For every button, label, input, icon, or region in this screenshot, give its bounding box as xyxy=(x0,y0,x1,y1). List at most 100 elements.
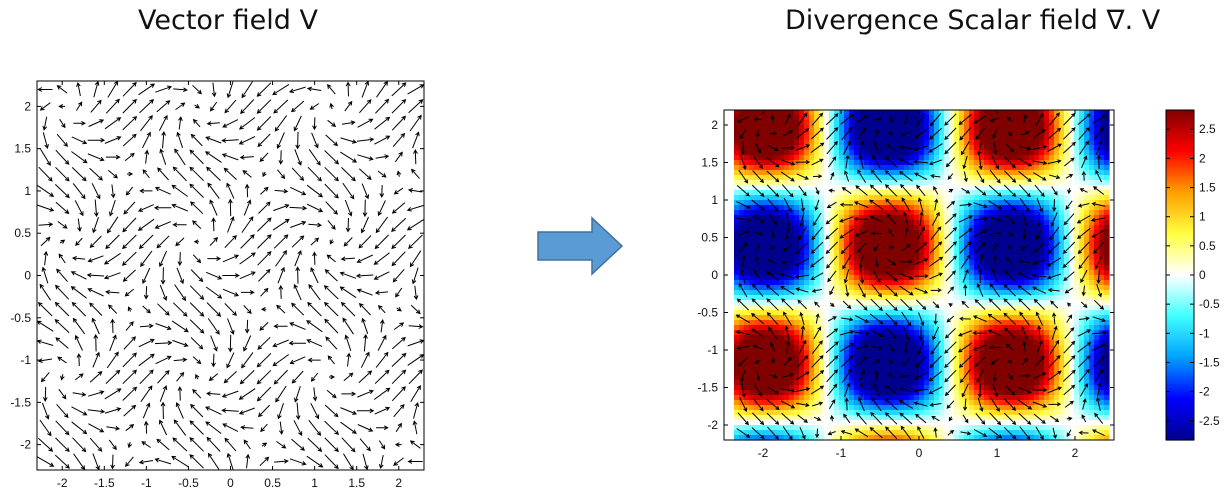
heatmap-cell xyxy=(759,140,765,146)
heatmap-cell xyxy=(984,155,990,161)
heatmap-cell xyxy=(1064,180,1070,186)
heatmap-cell xyxy=(989,150,995,156)
heatmap-cell xyxy=(899,265,905,271)
heatmap-cell xyxy=(824,210,830,216)
heatmap-cell xyxy=(999,305,1005,311)
heatmap-cell xyxy=(824,200,830,206)
heatmap-cell xyxy=(784,270,790,276)
heatmap-cell xyxy=(774,410,780,416)
heatmap-cell xyxy=(964,125,970,131)
heatmap-cell xyxy=(924,200,930,206)
heatmap-cell xyxy=(864,365,870,371)
vector-arrow xyxy=(373,387,391,400)
heatmap-cell xyxy=(919,375,925,381)
heatmap-cell xyxy=(949,290,955,296)
heatmap-cell xyxy=(954,180,960,186)
heatmap-cell xyxy=(939,385,945,391)
heatmap-cell xyxy=(794,320,800,326)
heatmap-cell xyxy=(929,385,935,391)
heatmap-cell xyxy=(1064,110,1070,116)
heatmap-cell xyxy=(879,160,885,166)
heatmap-cell xyxy=(899,435,905,441)
heatmap-cell xyxy=(909,205,915,211)
heatmap-cell xyxy=(1024,410,1030,416)
heatmap-cell xyxy=(819,295,825,301)
heatmap-cell xyxy=(944,210,950,216)
heatmap-cell xyxy=(874,315,880,321)
heatmap-cell xyxy=(789,165,795,171)
heatmap-cell xyxy=(894,315,900,321)
heatmap-cell xyxy=(889,435,895,441)
heatmap-cell xyxy=(959,220,965,226)
heatmap-cell xyxy=(869,155,875,161)
heatmap-cell xyxy=(949,330,955,336)
heatmap-cell xyxy=(764,305,770,311)
vector-arrow xyxy=(260,423,268,433)
heatmap-cell xyxy=(929,270,935,276)
heatmap-cell xyxy=(834,215,840,221)
heatmap-cell xyxy=(1009,355,1015,361)
heatmap-cell xyxy=(964,340,970,346)
vector-arrow xyxy=(38,437,54,452)
heatmap-cell xyxy=(889,185,895,191)
vector-arrow xyxy=(357,118,374,128)
heatmap-cell xyxy=(899,235,905,241)
heatmap-cell xyxy=(914,140,920,146)
heatmap-cell xyxy=(794,110,800,116)
heatmap-cell xyxy=(969,115,975,121)
heatmap-cell xyxy=(879,360,885,366)
heatmap-cell xyxy=(1054,260,1060,266)
heatmap-cell xyxy=(969,315,975,321)
heatmap-cell xyxy=(874,115,880,121)
vector-arrow xyxy=(293,115,302,132)
heatmap-cell xyxy=(814,230,820,236)
heatmap-cell xyxy=(1019,425,1025,431)
heatmap-cell xyxy=(989,165,995,171)
heatmap-cell xyxy=(879,190,885,196)
heatmap-cell xyxy=(784,320,790,326)
heatmap-cell xyxy=(824,180,830,186)
heatmap-cell xyxy=(764,280,770,286)
heatmap-cell xyxy=(944,430,950,436)
heatmap-cell xyxy=(1059,300,1065,306)
heatmap-cell xyxy=(774,175,780,181)
heatmap-cell xyxy=(864,425,870,431)
vector-arrow xyxy=(172,302,188,317)
heatmap-cell xyxy=(1064,365,1070,371)
heatmap-cell xyxy=(994,200,1000,206)
heatmap-cell xyxy=(989,365,995,371)
heatmap-cell xyxy=(744,165,750,171)
heatmap-cell xyxy=(1054,360,1060,366)
heatmap-cell xyxy=(854,385,860,391)
heatmap-cell xyxy=(984,415,990,421)
heatmap-cell xyxy=(799,250,805,256)
vector-arrow xyxy=(159,419,168,436)
heatmap-cell xyxy=(1004,120,1010,126)
heatmap-cell xyxy=(874,185,880,191)
vector-arrow xyxy=(222,119,239,128)
heatmap-cell xyxy=(1064,315,1070,321)
heatmap-cell xyxy=(939,180,945,186)
heatmap-cell xyxy=(759,415,765,421)
heatmap-cell xyxy=(849,155,855,161)
heatmap-cell xyxy=(1024,290,1030,296)
heatmap-cell xyxy=(844,305,850,311)
heatmap-cell xyxy=(794,150,800,156)
heatmap-cell xyxy=(899,345,905,351)
heatmap-cell xyxy=(909,175,915,181)
heatmap-cell xyxy=(944,340,950,346)
heatmap-cell xyxy=(939,210,945,216)
heatmap-cell xyxy=(734,380,740,386)
heatmap-cell xyxy=(1049,175,1055,181)
heatmap-cell xyxy=(884,250,890,256)
heatmap-cell xyxy=(904,235,910,241)
heatmap-cell xyxy=(874,395,880,401)
heatmap-cell xyxy=(904,435,910,441)
heatmap-cell xyxy=(984,405,990,411)
heatmap-cell xyxy=(899,400,905,406)
vector-arrow xyxy=(324,437,339,453)
heatmap-cell xyxy=(809,310,815,316)
heatmap-cell xyxy=(734,430,740,436)
heatmap-cell xyxy=(944,125,950,131)
heatmap-cell xyxy=(734,120,740,126)
